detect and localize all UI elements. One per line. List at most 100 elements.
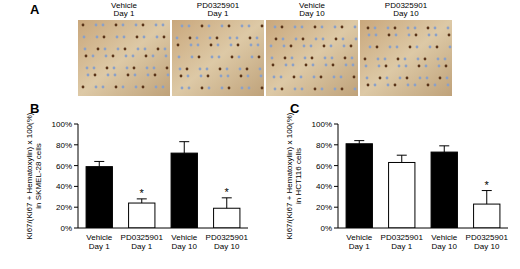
nucleus [351,57,354,60]
nucleus [378,65,381,68]
error-stem [184,142,185,153]
nucleus [95,86,98,89]
error-stem [141,199,142,203]
image-title: VehicleDay 1 [111,1,137,18]
nucleus [352,64,355,67]
nucleus [82,86,85,89]
error-bar [439,146,449,152]
nucleus [416,46,419,49]
nucleus [176,37,179,40]
significance-marker: * [140,187,145,199]
nucleus [314,88,317,91]
nucleus [177,44,180,47]
nucleus [167,74,170,77]
tick-label: 20% [316,203,332,212]
nucleus [388,34,391,37]
error-bar [179,142,189,153]
nucleus [210,44,213,47]
nucleus [332,64,335,67]
nucleus [399,77,402,80]
nucleus [207,75,210,78]
tick [74,165,78,166]
tick-label: 0% [320,224,332,233]
nucleus [248,25,251,28]
nucleus [274,88,277,91]
nucleus [246,68,249,71]
bar [346,144,372,228]
nucleus [124,48,127,51]
nucleus [228,25,231,28]
nucleus [259,68,262,71]
nucleus [375,34,378,37]
nucleus [134,74,137,77]
error-stem [99,161,100,166]
nucleus [142,86,145,89]
nucleus [197,44,200,47]
nucleus [364,58,367,61]
nucleus [103,36,106,39]
nucleus [249,37,252,40]
label-line: Day 10 [432,242,458,251]
label-line: PD0325901 [206,233,249,242]
nucleus [418,65,421,68]
tick [74,207,78,208]
nucleus [437,58,440,61]
category-label: VehicleDay 10 [171,233,197,251]
error-cap [94,161,104,162]
nucleus [323,45,326,48]
nucleus [247,75,250,78]
nucleus [178,56,181,59]
nucleus [166,67,169,70]
nucleus [385,65,388,68]
nucleus [301,88,304,91]
micrograph [172,20,264,96]
nucleus [408,34,411,37]
title-line: Day 1 [208,9,229,18]
nucleus [445,65,448,68]
nucleus [398,65,401,68]
nucleus [314,26,317,29]
nucleus [439,77,442,80]
category-label: VehicleDay 10 [431,233,457,251]
nucleus [387,84,390,87]
nucleus [250,44,253,47]
tick-label: 20% [56,203,72,212]
nucleus [260,75,263,78]
title-line: Day 10 [299,9,325,18]
nucleus [153,67,156,70]
nucleus [123,36,126,39]
nucleus [162,86,165,89]
category-label: PD0325901Day 10 [466,233,509,251]
nucleus [240,75,243,78]
label-line: Vehicle [346,233,372,242]
nucleus [305,64,308,67]
tick [334,207,338,208]
nucleus [394,27,397,30]
nucleus [294,88,297,91]
nucleus [374,84,377,87]
nucleus [155,86,158,89]
nucleus [427,27,430,30]
nucleus [145,55,148,58]
nucleus [419,77,422,80]
nucleus [219,68,222,71]
nucleus [241,25,244,28]
nucleus [84,48,87,51]
nucleus [230,44,233,47]
nucleus [322,38,325,41]
nucleus [188,87,191,90]
nucleus [284,57,287,60]
nucleus [136,36,139,39]
nucleus [187,75,190,78]
nucleus [354,88,357,91]
bar [214,208,240,228]
nucleus [248,87,251,90]
tick [334,228,338,229]
bar [474,204,500,228]
category-label: PD0325901Day 10 [206,233,249,251]
nucleus [414,27,417,30]
error-cap [179,141,189,142]
label-line: PD0325901 [381,233,424,242]
nucleus [238,56,241,59]
nucleus [93,67,96,70]
